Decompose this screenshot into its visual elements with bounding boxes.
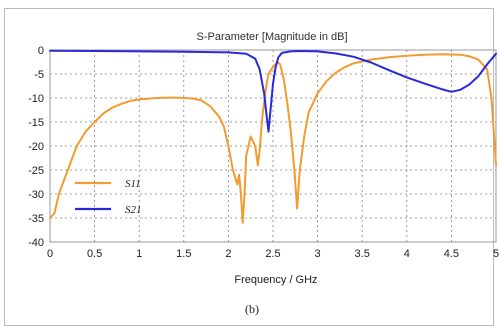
y-tick-label: -35	[28, 213, 44, 225]
y-tick-label: -25	[28, 165, 44, 177]
y-tick-label: -40	[28, 237, 44, 249]
series-line-s21	[49, 49, 497, 133]
figure-caption: (b)	[245, 302, 259, 316]
y-tick-label: 0	[38, 45, 44, 57]
y-tick-label: -5	[34, 69, 44, 81]
x-tick-label: 0.5	[87, 248, 102, 260]
x-tick-label: 3.5	[355, 248, 370, 260]
y-tick-label: -10	[28, 93, 44, 105]
x-tick-label: 0	[47, 248, 53, 260]
plot-area	[49, 49, 497, 243]
legend: S11 S21	[75, 178, 142, 216]
y-tick-label: -20	[28, 141, 44, 153]
x-tick-label: 1.5	[176, 248, 191, 260]
x-tick-label: 4	[404, 248, 410, 260]
x-tick-label: 2.5	[265, 248, 280, 260]
series-lines	[49, 49, 497, 224]
x-tick-label: 2	[225, 248, 231, 260]
chart-frame	[4, 8, 494, 326]
chart-title: S-Parameter [Magnitude in dB]	[196, 31, 347, 43]
tick-labels: 0 0.5 1 1.5 2 2.5 3 3.5 4 4.5 5 0 -5 -10 -15 -20 -25 -30 -…	[28, 45, 499, 260]
legend-label-s11: S11	[125, 178, 141, 190]
x-tick-label: 3	[315, 248, 321, 260]
x-tick-label: 5	[493, 248, 499, 260]
y-tick-label: -30	[28, 189, 44, 201]
x-tick-label: 4.5	[444, 248, 459, 260]
x-tick-label: 1	[136, 248, 142, 260]
y-tick-label: -15	[28, 117, 44, 129]
x-axis-label: Frequency / GHz	[234, 274, 317, 286]
series-line-s11	[49, 53, 497, 224]
legend-label-s21: S21	[125, 204, 142, 216]
